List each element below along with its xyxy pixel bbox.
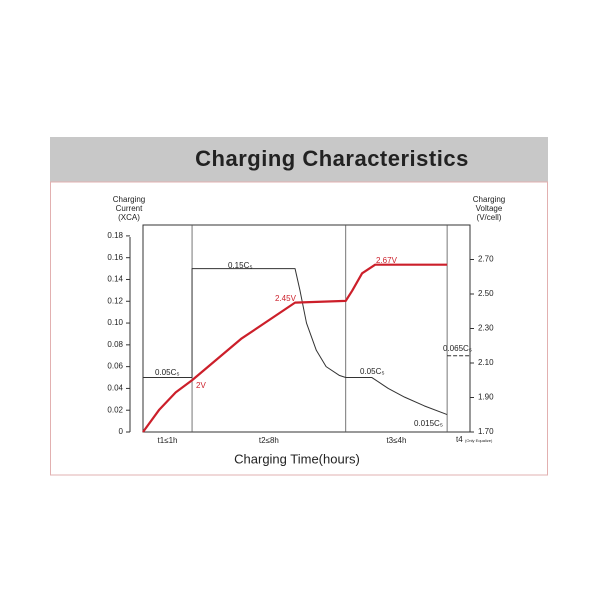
y-tick-label: 0.18 <box>107 231 123 240</box>
y-tick-label: 0.10 <box>107 318 123 327</box>
y2-tick-label: 2.50 <box>478 289 494 298</box>
y-axis-title: (XCA) <box>118 213 140 222</box>
phase-label: t3≤4h <box>386 436 406 445</box>
annotation: 2V <box>196 381 206 390</box>
annotation: 2.45V <box>275 294 297 303</box>
y-axis-title: Charging <box>113 195 145 204</box>
phase-label: t2≤8h <box>259 436 279 445</box>
y2-tick-label: 2.30 <box>478 324 494 333</box>
annotation: 0.15C₅ <box>228 261 253 270</box>
y2-tick-label: 1.70 <box>478 427 494 436</box>
y-tick-label: 0.12 <box>107 296 123 305</box>
phase-label: t1≤1h <box>158 436 178 445</box>
y-tick-label: 0.16 <box>107 253 123 262</box>
y2-axis-title: Charging <box>473 195 505 204</box>
annotation: 0.05C₅ <box>360 367 385 376</box>
chart-title: Charging Characteristics <box>195 146 469 171</box>
y2-tick-label: 2.70 <box>478 255 494 264</box>
frame <box>50 181 548 476</box>
series-line <box>143 268 448 416</box>
phase-note: (Only Equalize) <box>465 438 493 443</box>
series-line <box>142 263 448 433</box>
y-tick-label: 0.06 <box>107 362 123 371</box>
y2-tick-label: 1.90 <box>478 393 494 402</box>
y-tick-label: 0.04 <box>107 384 123 393</box>
title-band <box>50 137 548 182</box>
annotation: 0.065C₅ <box>443 344 472 353</box>
y2-tick-label: 2.10 <box>478 358 494 367</box>
y2-axis-title: Voltage <box>476 204 503 213</box>
x-axis-title: Charging Time(hours) <box>234 451 360 466</box>
y-tick-label: 0.08 <box>107 340 123 349</box>
y-tick-label: 0.14 <box>107 275 123 284</box>
annotation: 0.05C₅ <box>155 368 180 377</box>
y-axis-title: Current <box>116 204 143 213</box>
y-tick-label: 0.02 <box>107 405 123 414</box>
y-tick-label: 0 <box>119 427 124 436</box>
annotation: 2.67V <box>376 256 398 265</box>
phase-label: t4 <box>456 435 463 444</box>
annotation: 0.015C₅ <box>414 419 443 428</box>
y2-axis-title: (V/cell) <box>477 213 502 222</box>
